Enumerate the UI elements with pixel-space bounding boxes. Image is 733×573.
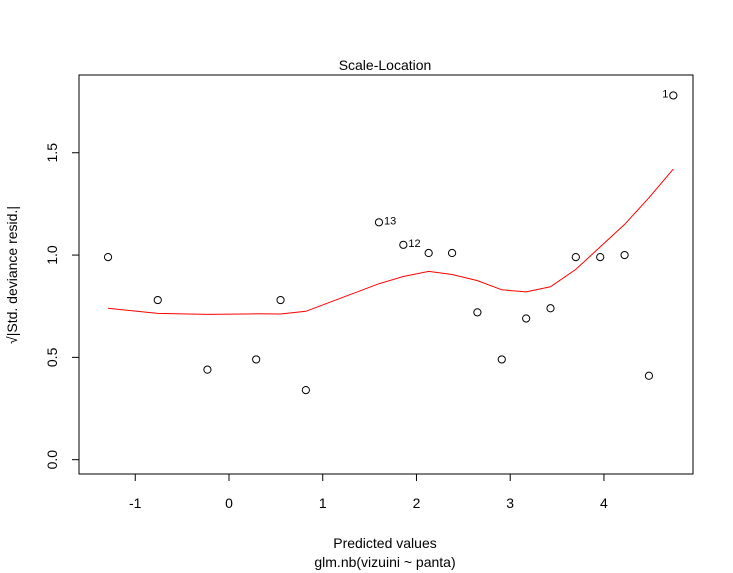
data-point [644, 371, 654, 380]
data-point [399, 240, 408, 249]
x-tick-label: 4 [600, 495, 608, 511]
smooth-line-group [108, 168, 674, 315]
data-point [522, 314, 531, 323]
x-tick-label: 1 [319, 495, 327, 511]
point-label: 13 [384, 215, 396, 227]
point-labels-group: 13 12 1 [384, 88, 668, 249]
data-point [203, 365, 212, 374]
x-tick-label: -1 [129, 495, 142, 511]
x-tick-label: 2 [413, 495, 421, 511]
chart-title: Scale-Location [339, 57, 432, 73]
y-axis-title: √|Std. deviance resid.| [4, 206, 20, 344]
data-point [571, 253, 580, 262]
data-point [447, 248, 457, 258]
data-point [301, 386, 310, 395]
x-axis: -1 0 1 2 3 4 [129, 473, 608, 511]
point-label: 12 [408, 238, 420, 250]
data-point [620, 250, 629, 260]
plot-frame [78, 74, 694, 475]
x-axis-subtitle: glm.nb(vizuini ~ panta) [314, 554, 455, 570]
y-axis: 0.0 0.5 1.0 1.5 [44, 143, 80, 470]
y-tick-label: 0.5 [44, 347, 60, 367]
y-tick-label: 1.0 [44, 245, 60, 265]
data-point [103, 253, 113, 262]
data-point [669, 91, 678, 100]
data-point [252, 355, 261, 364]
points-group [103, 91, 678, 395]
data-point [374, 218, 384, 227]
point-label: 1 [662, 88, 668, 100]
smooth-line [108, 168, 674, 315]
x-tick-label: 3 [506, 495, 514, 511]
data-point [153, 295, 162, 305]
x-tick-label: 0 [225, 495, 233, 511]
data-point [596, 253, 605, 262]
data-point [497, 355, 506, 364]
x-axis-title: Predicted values [333, 535, 437, 551]
y-tick-label: 1.5 [44, 143, 60, 163]
data-point [473, 308, 482, 317]
y-tick-label: 0.0 [44, 450, 60, 470]
data-point [276, 295, 285, 305]
data-point [424, 248, 433, 258]
data-point [546, 304, 555, 313]
